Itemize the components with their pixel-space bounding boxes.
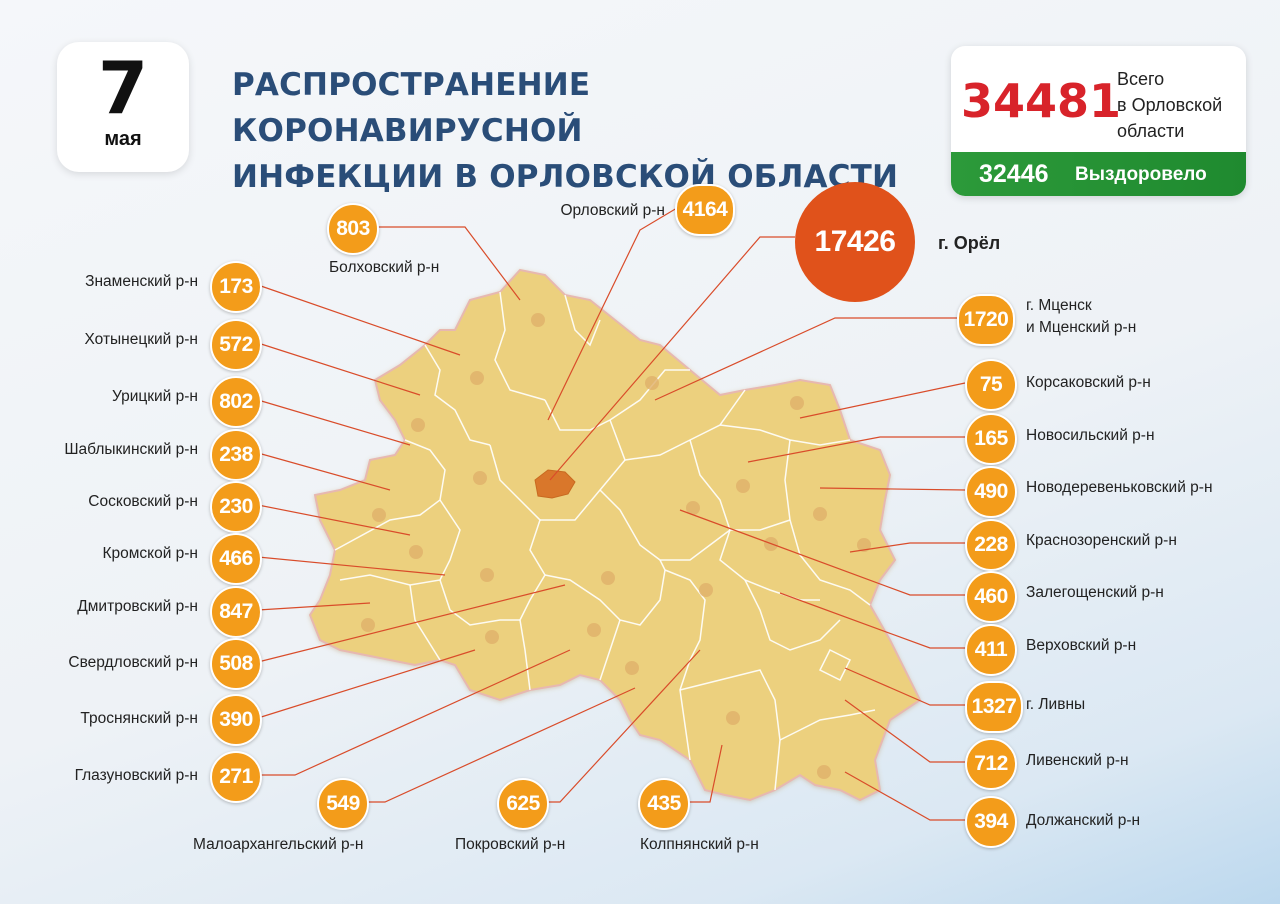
label-kolpny: Колпнянский р-н [640,836,759,853]
badge-uritsky: 802 [210,376,262,428]
label-zalegoshch: Залегощенский р-н [1026,584,1164,601]
badge-zalegoshch: 460 [965,571,1017,623]
label-verkhovye: Верховский р-н [1026,637,1137,654]
orel-city-area [534,469,576,499]
date-day: 7 [97,46,149,130]
label-znamensky: Знаменский р-н [85,273,198,290]
label-pokrovskoe: Покровский р-н [455,836,566,853]
label-dolzhansky: Должанский р-н [1026,812,1141,829]
page-title: РАСПРОСТРАНЕНИЕ КОРОНАВИРУСНОЙ ИНФЕКЦИИ … [232,62,932,200]
title-line-2: ИНФЕКЦИИ В ОРЛОВСКОЙ ОБЛАСТИ [232,159,899,195]
label-novoderevenkovsky: Новодеревеньковский р-н [1026,479,1213,496]
label-mtsensk-line-2: и Мценский р-н [1026,319,1137,336]
total-cases-label: Всего в Орловской области [1117,66,1242,144]
badge-orlovsky: 4164 [675,184,735,236]
badge-novoderevenkovsky: 490 [965,466,1017,518]
label-shablykino: Шаблыкинский р-н [64,441,198,458]
badge-kolpny: 435 [638,778,690,830]
recovered-number: 32446 [979,160,1049,188]
label-glazunovka: Глазуновский р-н [74,767,198,784]
label-livny-city: г. Ливны [1026,696,1086,713]
label-uritsky: Урицкий р-н [111,388,198,405]
badge-novosil: 165 [965,413,1017,465]
badge-verkhovye: 411 [965,624,1017,676]
label-sverdlovsky: Свердловский р-н [68,654,198,671]
badge-pokrovskoe: 625 [497,778,549,830]
region-outline [308,268,922,802]
badge-dolzhansky: 394 [965,796,1017,848]
date-month: мая [104,128,142,150]
label-khotynets: Хотынецкий р-н [84,331,199,348]
label-maloarkhangelsk: Малоархангельский р-н [193,836,364,853]
badge-khotynets: 572 [210,319,262,371]
label-bolkhov: Болховский р-н [329,259,440,276]
label-mtsensk-line-1: г. Мценск [1026,297,1092,314]
label-orel-city: г. Орёл [938,233,1001,253]
totals-card: 34481 Всего в Орловской области 32446 Вы… [951,46,1246,196]
label-dmitrovsk: Дмитровский р-н [77,598,198,615]
label-livensky: Ливенский р-н [1026,752,1129,769]
badge-trosna: 390 [210,694,262,746]
badge-maloarkhangelsk: 549 [317,778,369,830]
badge-sverdlovsky: 508 [210,638,262,690]
badge-bolkhov: 803 [327,203,379,255]
total-cases-number: 34481 [961,74,1122,128]
badge-kromy: 466 [210,533,262,585]
total-label-line-2: в Орловской [1117,95,1223,115]
badge-soskovo: 230 [210,481,262,533]
badge-glazunovka: 271 [210,751,262,803]
label-novosil: Новосильский р-н [1026,427,1155,444]
badge-livny-city: 1327 [965,681,1023,733]
label-mtsensk: г. Мценск и Мценский р-н [1026,295,1136,339]
badge-orel-city: 17426 [795,182,915,302]
badge-shablykino: 238 [210,429,262,481]
date-card: 7 мая [57,42,189,172]
leader-lines [257,207,966,821]
recovered-bar: 32446 Выздоровело [951,152,1246,196]
label-krasnaya-zarya: Краснозоренский р-н [1026,532,1177,549]
label-soskovo: Сосковский р-н [88,493,198,510]
badge-znamensky: 173 [210,261,262,313]
district-borders [334,291,876,791]
recovered-label: Выздоровело [1075,164,1207,185]
badge-livensky: 712 [965,738,1017,790]
total-label-line-1: Всего [1117,69,1165,89]
badge-dmitrovsk: 847 [210,586,262,638]
district-dots [361,313,871,779]
label-kromy: Кромской р-н [102,545,198,562]
title-line-1: РАСПРОСТРАНЕНИЕ КОРОНАВИРУСНОЙ [232,67,591,149]
label-korsakovo: Корсаковский р-н [1026,374,1151,391]
badge-korsakovo: 75 [965,359,1017,411]
label-orlovsky: Орловский р-н [560,202,665,219]
badge-mtsensk: 1720 [957,294,1015,346]
badge-krasnaya-zarya: 228 [965,519,1017,571]
total-label-line-3: области [1117,121,1185,141]
label-trosna: Троснянский р-н [80,710,198,727]
